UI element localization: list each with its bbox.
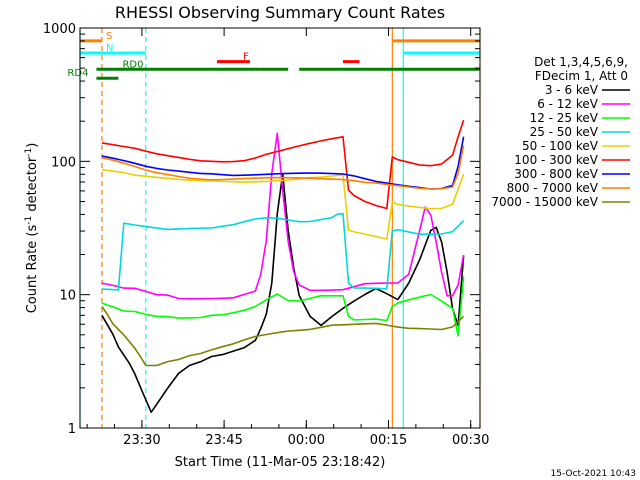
x-tick-label-4: 00:30 <box>452 433 489 448</box>
legend-label-7: 800 - 7000 keV <box>507 181 599 195</box>
x-axis-label: Start Time (11-Mar-05 23:18:42) <box>175 455 386 470</box>
y-ticks: 1 10 100 1000 <box>43 22 480 437</box>
series-line-7 <box>101 145 465 190</box>
flag-label-rd4: RD4 <box>67 68 88 79</box>
y-axis-label: Count Rate (s-1 detector-1) <box>24 143 40 314</box>
flag-label-f: F <box>243 52 249 63</box>
legend-label-3: 25 - 50 keV <box>530 125 599 139</box>
series-lines <box>101 119 465 414</box>
legend: Det 1,3,4,5,6,9, FDecim 1, Att 0 3 - 6 k… <box>491 55 630 209</box>
legend-label-8: 7000 - 15000 keV <box>491 195 598 209</box>
y-tick-label-1: 10 <box>59 289 76 304</box>
flag-label-n: N <box>106 43 113 54</box>
legend-header-2: FDecim 1, Att 0 <box>535 69 628 83</box>
x-tick-label-2: 00:00 <box>288 433 325 448</box>
flag-label-s: S <box>106 31 112 42</box>
legend-header-1: Det 1,3,4,5,6,9, <box>534 55 628 69</box>
series-line-8 <box>101 306 465 367</box>
plot-frame <box>79 27 481 429</box>
flag-label-rd0: RD0 <box>122 59 143 70</box>
y-tick-label-0: 1 <box>68 422 76 437</box>
series-line-1 <box>101 132 465 300</box>
legend-label-6: 300 - 800 keV <box>514 167 598 181</box>
series-line-2 <box>101 276 465 337</box>
legend-label-2: 12 - 25 keV <box>530 111 599 125</box>
chart-title: RHESSI Observing Summary Count Rates <box>115 3 445 22</box>
legend-label-5: 100 - 300 keV <box>514 153 598 167</box>
legend-label-4: 50 - 100 keV <box>522 139 599 153</box>
legend-label-1: 6 - 12 keV <box>537 97 599 111</box>
footer-timestamp: 15-Oct-2021 10:43 <box>551 469 636 479</box>
series-line-4 <box>101 168 465 240</box>
legend-label-0: 3 - 6 keV <box>545 83 599 97</box>
series-line-0 <box>101 172 465 414</box>
series-line-5 <box>101 119 465 210</box>
flag-bars: SN F RD0 RD4 <box>67 31 480 80</box>
series-line-3 <box>101 212 465 291</box>
y-tick-label-2: 100 <box>51 155 76 170</box>
x-tick-label-1: 23:45 <box>205 433 242 448</box>
x-ticks: 23:30 23:45 00:00 00:15 00:30 <box>86 28 489 448</box>
x-tick-label-3: 00:15 <box>370 433 407 448</box>
x-tick-label-0: 23:30 <box>123 433 160 448</box>
y-tick-label-3: 1000 <box>43 22 76 37</box>
